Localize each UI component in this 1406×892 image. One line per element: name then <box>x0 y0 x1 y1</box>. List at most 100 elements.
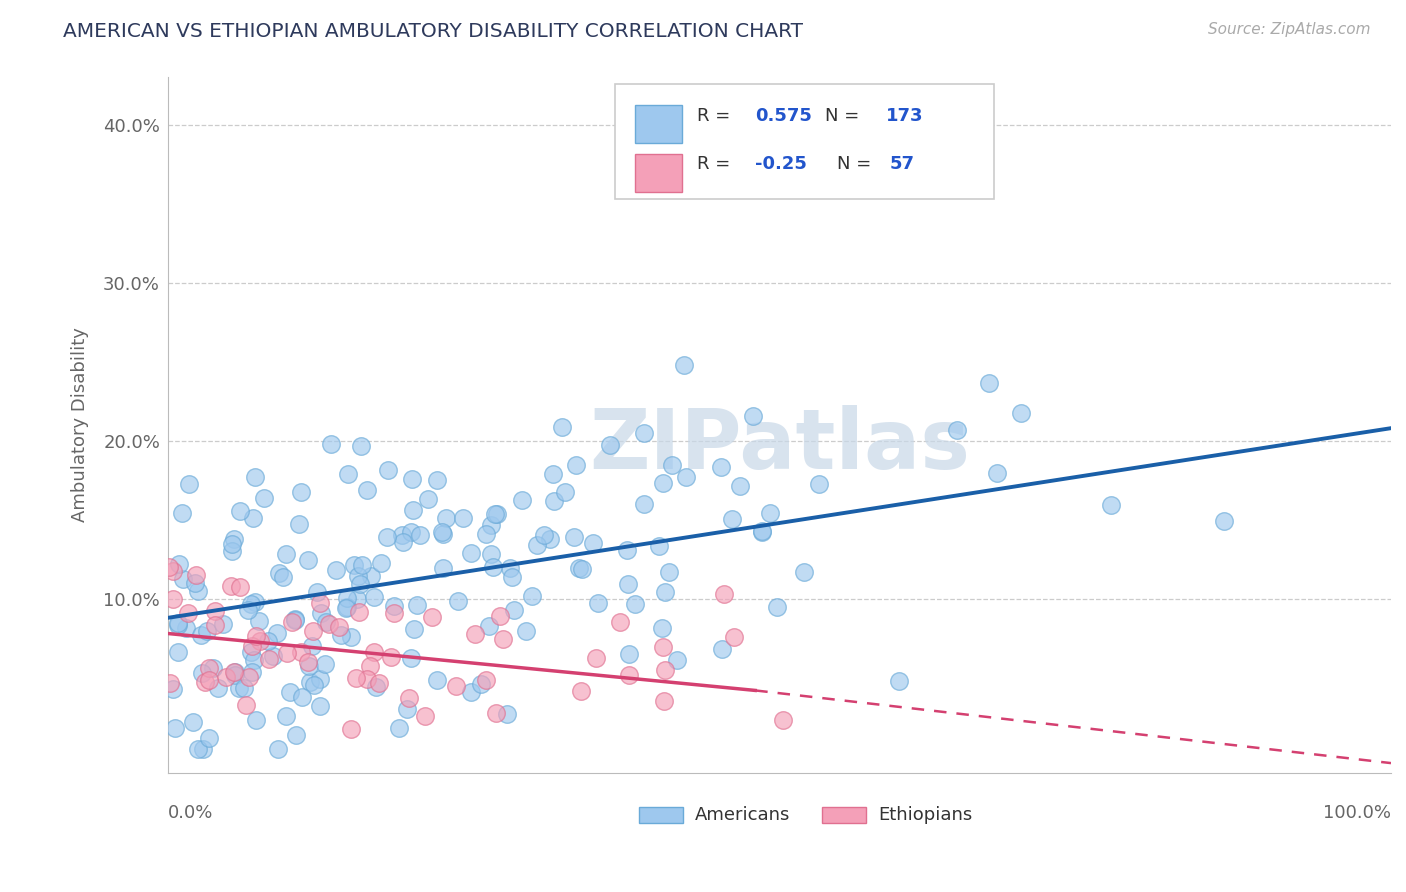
Point <box>197 673 219 688</box>
Point <box>243 653 266 667</box>
Point <box>318 616 340 631</box>
Point <box>533 527 555 541</box>
Point <box>257 633 280 648</box>
Point <box>253 491 276 506</box>
Point <box>648 539 671 553</box>
Point <box>432 560 454 574</box>
Y-axis label: Ambulatory Disability: Ambulatory Disability <box>72 327 89 523</box>
Point <box>284 612 307 626</box>
Point <box>304 678 326 692</box>
FancyBboxPatch shape <box>614 85 994 199</box>
Point <box>364 680 387 694</box>
Point <box>710 459 733 474</box>
Point <box>444 679 467 693</box>
Point <box>309 699 332 714</box>
Point <box>401 525 423 540</box>
Text: -0.25: -0.25 <box>755 155 807 173</box>
Point <box>215 669 238 683</box>
Point <box>482 560 505 574</box>
Point <box>167 616 190 631</box>
Point <box>284 613 307 627</box>
Point <box>198 731 221 745</box>
Point <box>235 698 257 712</box>
Point <box>510 493 533 508</box>
Point <box>202 660 225 674</box>
Point <box>624 597 647 611</box>
Text: Americans: Americans <box>696 806 790 824</box>
Point <box>228 504 250 518</box>
Point <box>538 533 561 547</box>
Point <box>187 742 209 756</box>
Point <box>184 576 207 591</box>
Point <box>249 633 271 648</box>
Point <box>710 642 733 657</box>
Point <box>278 684 301 698</box>
Point <box>370 556 392 570</box>
Point <box>446 593 468 607</box>
Point <box>382 606 405 620</box>
Point <box>609 615 631 629</box>
Point <box>290 485 312 500</box>
Point <box>652 694 675 708</box>
Point <box>720 512 742 526</box>
Point <box>240 645 263 659</box>
Point <box>238 670 260 684</box>
Text: 57: 57 <box>890 155 915 173</box>
Point <box>262 649 284 664</box>
Point <box>363 645 385 659</box>
Point <box>204 617 226 632</box>
Point <box>889 673 911 688</box>
Point <box>219 579 242 593</box>
Point <box>565 458 588 472</box>
Text: 0.0%: 0.0% <box>169 804 214 822</box>
Point <box>236 603 259 617</box>
Point <box>330 627 353 641</box>
Point <box>328 620 350 634</box>
Text: N =: N = <box>837 155 872 173</box>
Point <box>159 676 181 690</box>
Point <box>451 511 474 525</box>
Point <box>350 439 373 453</box>
Point <box>543 494 565 508</box>
Point <box>274 709 297 723</box>
Point <box>299 675 322 690</box>
Point <box>470 677 492 691</box>
Point <box>569 683 592 698</box>
Point <box>172 572 194 586</box>
Point <box>395 702 418 716</box>
Point <box>224 668 246 682</box>
Point <box>359 659 381 673</box>
Point <box>380 650 402 665</box>
Point <box>309 606 332 620</box>
Point <box>167 645 190 659</box>
FancyBboxPatch shape <box>636 105 682 144</box>
Point <box>946 423 969 437</box>
Point <box>713 587 735 601</box>
Point <box>195 624 218 638</box>
Point <box>157 560 180 574</box>
Point <box>309 596 332 610</box>
Point <box>402 622 425 636</box>
Point <box>174 622 197 636</box>
Point <box>666 653 689 667</box>
Point <box>204 604 226 618</box>
Point <box>399 650 422 665</box>
Point <box>654 663 676 677</box>
Point <box>167 618 190 632</box>
Point <box>571 561 593 575</box>
Point <box>633 497 655 511</box>
Point <box>356 483 378 498</box>
Point <box>221 536 243 550</box>
Point <box>474 526 496 541</box>
Point <box>267 566 290 580</box>
Point <box>633 425 655 440</box>
Point <box>266 626 288 640</box>
Point <box>162 592 184 607</box>
Point <box>616 542 638 557</box>
Point <box>346 568 368 582</box>
Point <box>551 420 574 434</box>
Point <box>191 742 214 756</box>
Point <box>581 536 603 550</box>
Point <box>479 547 502 561</box>
FancyBboxPatch shape <box>636 154 682 192</box>
